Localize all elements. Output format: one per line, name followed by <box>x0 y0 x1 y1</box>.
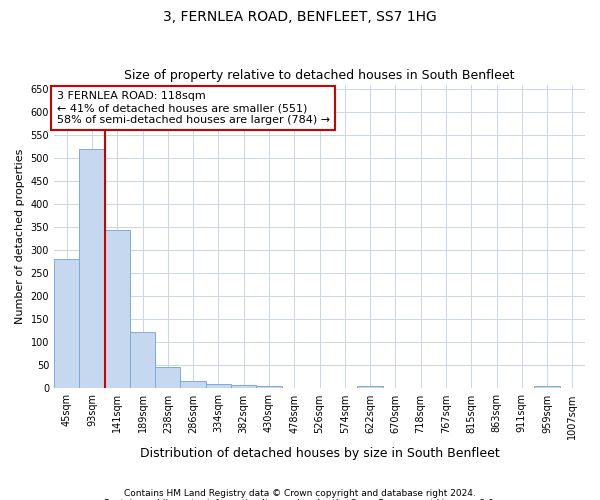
Bar <box>104 230 130 388</box>
Text: 3 FERNLEA ROAD: 118sqm
← 41% of detached houses are smaller (551)
58% of semi-de: 3 FERNLEA ROAD: 118sqm ← 41% of detached… <box>56 92 329 124</box>
Bar <box>206 384 231 388</box>
Bar <box>358 386 383 388</box>
Bar <box>535 386 560 388</box>
X-axis label: Distribution of detached houses by size in South Benfleet: Distribution of detached houses by size … <box>140 447 499 460</box>
Bar <box>256 386 281 388</box>
Title: Size of property relative to detached houses in South Benfleet: Size of property relative to detached ho… <box>124 69 515 82</box>
Bar <box>155 367 181 388</box>
Bar <box>79 148 104 388</box>
Bar <box>54 259 79 388</box>
Bar <box>181 381 206 388</box>
Y-axis label: Number of detached properties: Number of detached properties <box>15 149 25 324</box>
Bar <box>130 332 155 388</box>
Text: Contains public sector information licensed under the Open Government Licence v3: Contains public sector information licen… <box>103 498 497 500</box>
Text: 3, FERNLEA ROAD, BENFLEET, SS7 1HG: 3, FERNLEA ROAD, BENFLEET, SS7 1HG <box>163 10 437 24</box>
Bar <box>231 384 256 388</box>
Text: Contains HM Land Registry data © Crown copyright and database right 2024.: Contains HM Land Registry data © Crown c… <box>124 488 476 498</box>
